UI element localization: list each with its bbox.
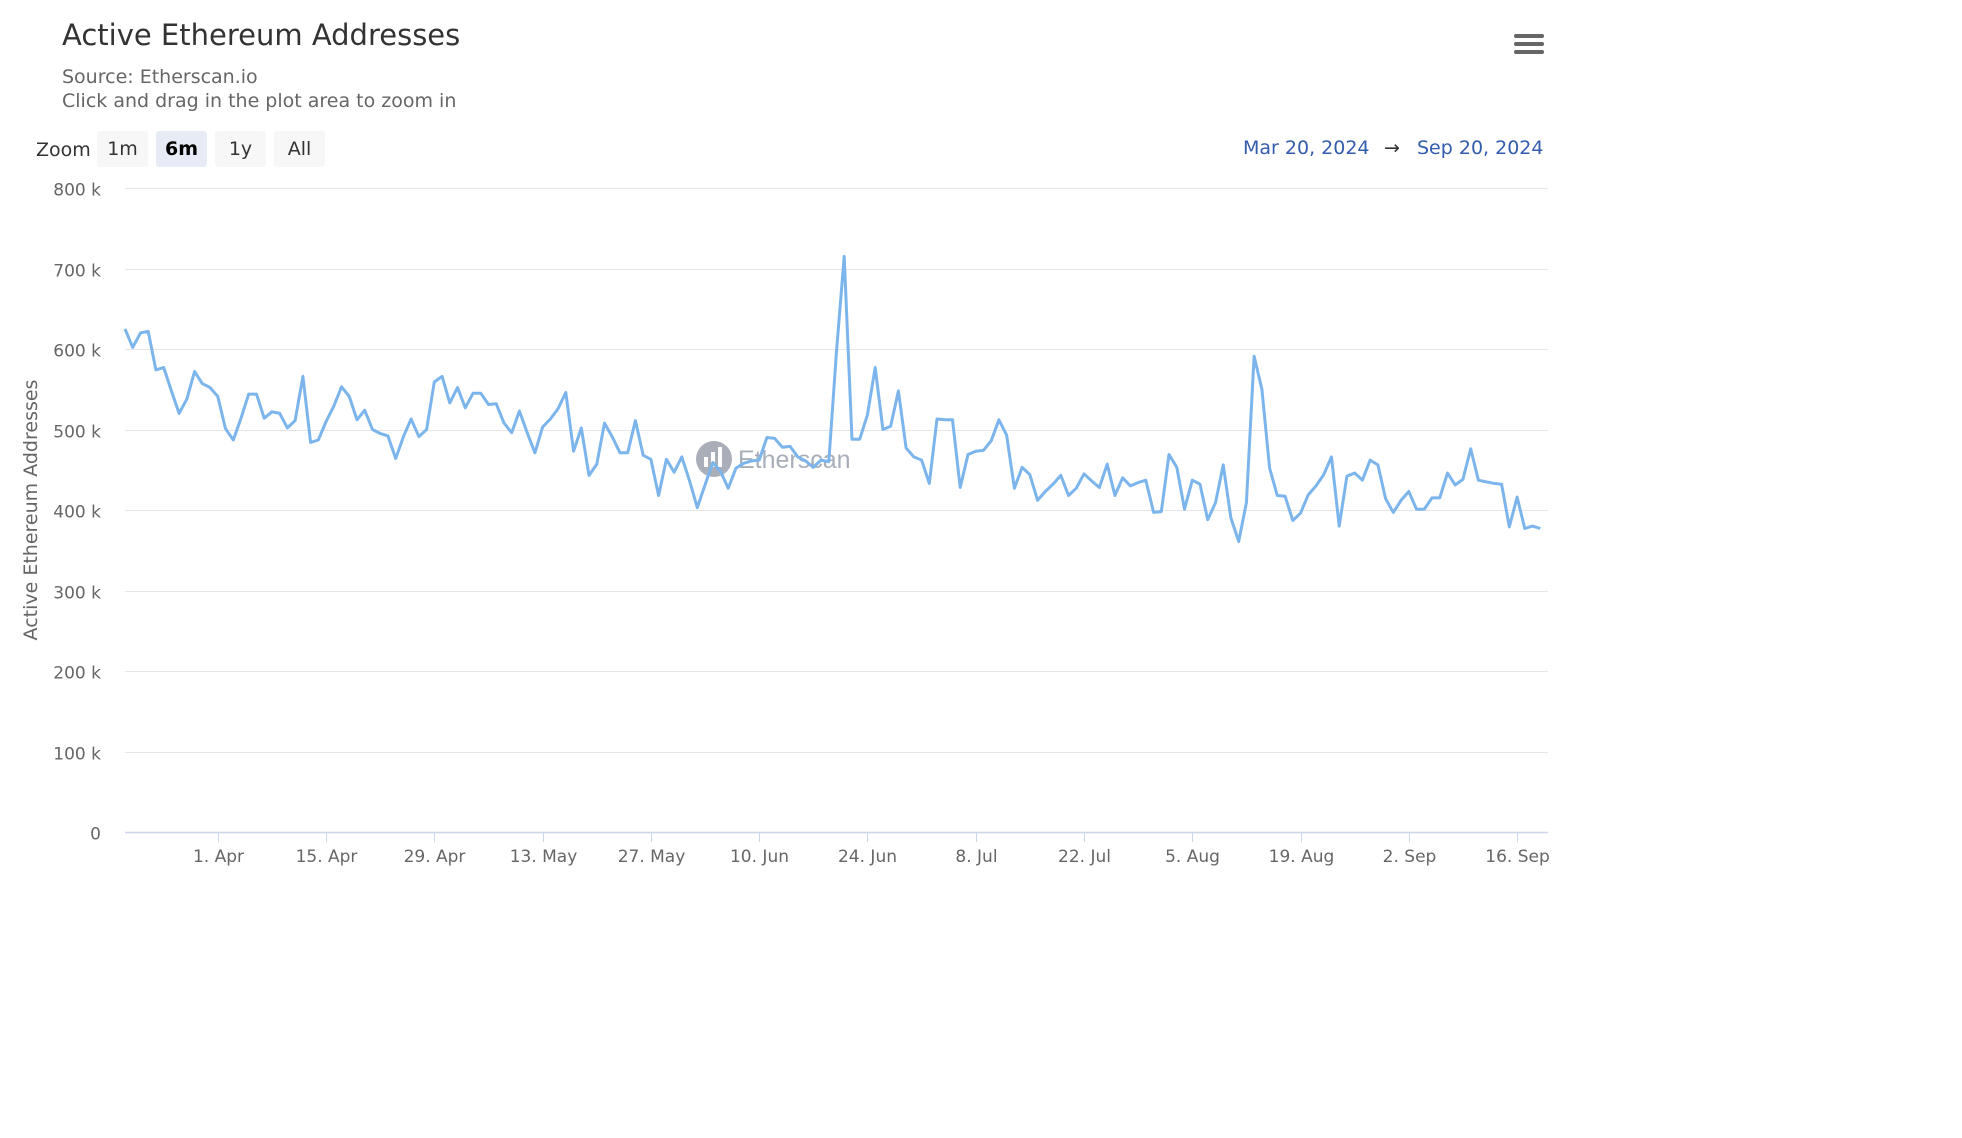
y-tick-label: 700 k	[53, 262, 101, 282]
x-tick-label: 8. Jul	[955, 847, 997, 867]
series-line[interactable]	[123, 254, 1541, 543]
x-tick-label: 19. Aug	[1269, 847, 1335, 867]
hamburger-menu-icon[interactable]	[1514, 34, 1544, 58]
y-tick-label: 0	[90, 825, 101, 845]
y-tick-label: 500 k	[53, 423, 101, 443]
x-tick-label: 29. Apr	[404, 847, 466, 867]
x-tick-label: 16. Sep	[1485, 847, 1549, 867]
x-tick-label: 24. Jun	[838, 847, 897, 867]
range-to-input[interactable]: Sep 20, 2024	[1417, 137, 1544, 159]
y-tick-label: 600 k	[53, 342, 101, 362]
zoom-hint: Click and drag in the plot area to zoom …	[62, 90, 457, 112]
y-axis: 0 100 k 200 k 300 k 400 k 500 k 600 k 700 k 800 …	[53, 181, 101, 845]
x-tick-label: 15. Apr	[296, 847, 358, 867]
x-axis: 1. Apr 15. Apr 29. Apr 13. May 27. May 10. Ju…	[125, 831, 1550, 867]
zoom-all-button[interactable]: All	[274, 131, 325, 167]
zoom-1m-button[interactable]: 1m	[97, 131, 148, 167]
x-tick-label: 5. Aug	[1165, 847, 1220, 867]
x-tick-label: 27. May	[618, 847, 686, 867]
y-axis-title: Active Ethereum Addresses	[20, 380, 42, 641]
y-tick-label: 300 k	[53, 584, 101, 604]
etherscan-logo-icon	[696, 441, 732, 477]
range-arrow: →	[1384, 137, 1400, 159]
zoom-1y-button[interactable]: 1y	[215, 131, 266, 167]
zoom-6m-button[interactable]: 6m	[156, 131, 207, 167]
series-group	[123, 254, 1541, 543]
x-tick-label: 2. Sep	[1383, 847, 1437, 867]
range-from-input[interactable]: Mar 20, 2024	[1243, 137, 1370, 159]
y-tick-label: 400 k	[53, 503, 101, 523]
chart-title: Active Ethereum Addresses	[62, 18, 461, 52]
x-tick-label: 1. Apr	[193, 847, 244, 867]
x-tick-label: 22. Jul	[1058, 847, 1111, 867]
x-tick-label: 10. Jun	[730, 847, 789, 867]
zoom-label: Zoom	[36, 139, 91, 161]
y-tick-label: 200 k	[53, 664, 101, 684]
grid-lines	[125, 188, 1548, 753]
y-tick-label: 100 k	[53, 745, 101, 765]
y-tick-label: 800 k	[53, 181, 101, 201]
chart-source: Source: Etherscan.io	[62, 66, 258, 88]
x-tick-label: 13. May	[510, 847, 578, 867]
